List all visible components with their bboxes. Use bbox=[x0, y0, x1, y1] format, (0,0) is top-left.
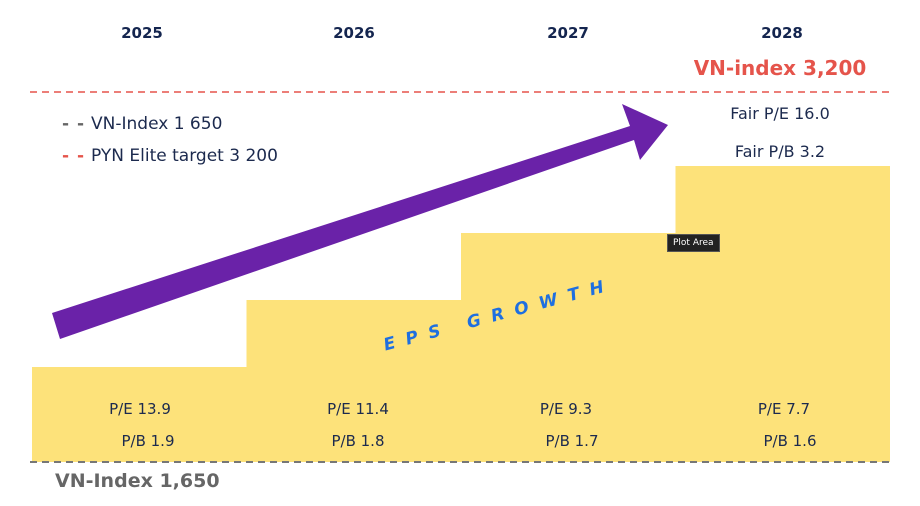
year-label-2028: 2028 bbox=[761, 24, 803, 42]
red-dash-icon: - - bbox=[62, 146, 86, 166]
pb-label-2028: P/B 1.6 bbox=[763, 432, 817, 450]
bar-2027 bbox=[461, 233, 677, 462]
gray-dash-icon: - - bbox=[62, 114, 86, 134]
year-label-2027: 2027 bbox=[547, 24, 589, 42]
plot-area-tooltip: Plot Area bbox=[667, 234, 720, 252]
pe-label-2026: P/E 11.4 bbox=[327, 400, 389, 418]
legend-label: PYN Elite target 3 200 bbox=[91, 146, 278, 166]
bar-2025 bbox=[32, 367, 248, 462]
legend-label: VN-Index 1 650 bbox=[91, 114, 223, 134]
pb-label-2025: P/B 1.9 bbox=[121, 432, 175, 450]
pe-label-2028: P/E 7.7 bbox=[757, 400, 811, 418]
bar-2028 bbox=[675, 166, 890, 462]
pe-label-2027: P/E 9.3 bbox=[539, 400, 593, 418]
legend-item-vn-index: - - VN-Index 1 650 bbox=[62, 114, 222, 134]
pb-label-2027: P/B 1.7 bbox=[545, 432, 599, 450]
baseline-label: VN-Index 1,650 bbox=[55, 470, 220, 492]
fair-pe-label: Fair P/E 16.0 bbox=[730, 104, 830, 123]
pe-label-2025: P/E 13.9 bbox=[109, 400, 171, 418]
fair-pb-label: Fair P/B 3.2 bbox=[734, 142, 826, 161]
legend-item-target: - - PYN Elite target 3 200 bbox=[62, 146, 278, 166]
year-label-2026: 2026 bbox=[333, 24, 375, 42]
eps-growth-arrow bbox=[52, 104, 668, 339]
target-label: VN-index 3,200 bbox=[693, 56, 867, 80]
bar-2026 bbox=[246, 300, 462, 462]
year-label-2025: 2025 bbox=[121, 24, 163, 42]
pb-label-2026: P/B 1.8 bbox=[331, 432, 385, 450]
